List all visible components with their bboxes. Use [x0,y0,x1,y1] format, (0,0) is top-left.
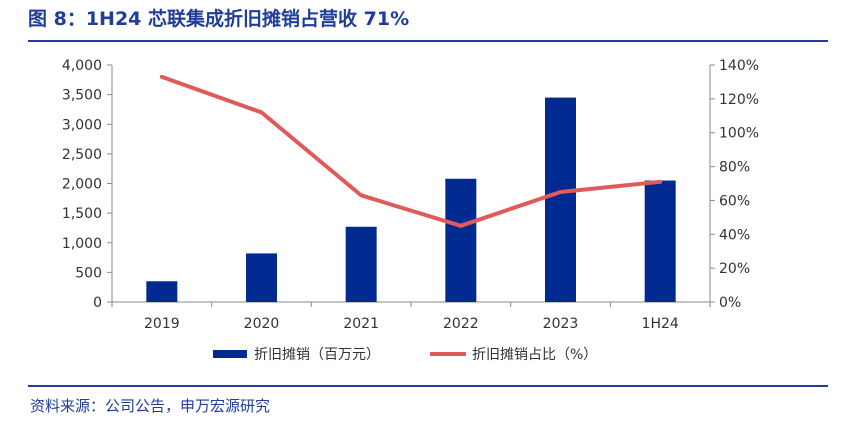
left-axis-tick-label: 4,000 [62,58,102,74]
right-axis-tick-label: 40% [719,227,750,243]
bar [345,226,377,302]
x-axis-tick-label: 2020 [244,316,280,332]
bar [644,180,676,302]
line-point [559,190,562,194]
legend-swatch-bar [213,350,247,358]
bar [445,178,477,302]
bar [146,281,178,302]
line-point [160,75,164,79]
left-axis-tick-label: 1,000 [62,236,102,252]
left-axis-tick-label: 3,500 [62,88,102,104]
right-axis-tick-label: 60% [719,193,750,209]
legend-label-bar: 折旧摊销（百万元） [254,347,380,363]
line-point [260,110,263,114]
x-axis-tick-label: 1H24 [642,316,679,332]
right-axis-tick-label: 140% [719,58,759,74]
title-divider [28,40,828,42]
source-note: 资料来源：公司公告，申万宏源研究 [30,397,271,415]
left-axis-tick-label: 2,500 [62,147,102,163]
x-axis-tick-label: 2019 [144,316,180,332]
x-axis-tick-label: 2021 [343,316,379,332]
bar [246,253,277,302]
left-axis-tick-label: 3,000 [62,117,102,133]
right-axis-tick-label: 100% [719,126,759,142]
right-axis-tick-label: 0% [719,295,741,311]
line-point [658,180,662,184]
figure-title: 图 8：1H24 芯联集成折旧摊销占营收 71% [28,8,410,30]
right-axis-tick-label: 20% [719,261,750,277]
left-axis-tick-label: 0 [93,295,102,311]
legend-label-line: 折旧摊销占比（%） [472,347,597,363]
line-point [359,193,363,197]
bar [545,97,576,303]
left-axis-tick-label: 2,000 [62,177,102,193]
footer-divider [28,385,828,387]
x-axis-tick-label: 2022 [443,316,479,332]
left-axis-tick-label: 1,500 [62,206,102,222]
x-axis-tick-label: 2023 [543,316,579,332]
ratio-line [159,74,663,228]
line-point [459,224,463,228]
right-axis-tick-label: 80% [719,160,750,176]
right-axis-tick-label: 120% [719,92,759,108]
left-axis-tick-label: 500 [75,265,102,281]
